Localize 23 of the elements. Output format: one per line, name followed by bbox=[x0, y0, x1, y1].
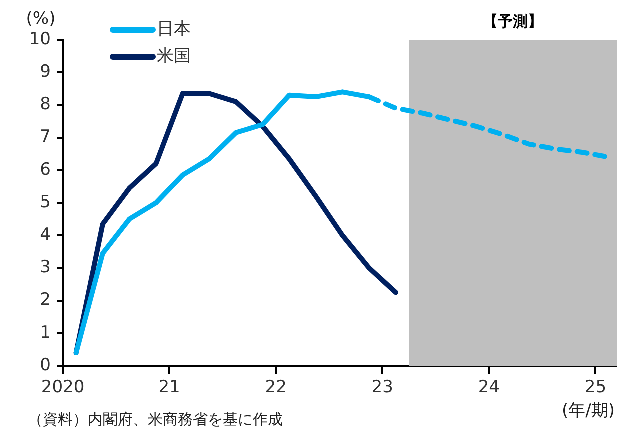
x-tick-label: 23 bbox=[372, 378, 394, 398]
legend-label: 米国 bbox=[157, 46, 191, 66]
y-tick-label: 10 bbox=[29, 29, 51, 50]
x-axis-title: (年/期) bbox=[562, 400, 615, 421]
y-tick-label: 1 bbox=[40, 322, 51, 343]
y-tick-label: 7 bbox=[40, 127, 51, 148]
text: （資料）内閣府、米商務省を基に作成 bbox=[28, 410, 283, 428]
x-tick-label: 2020 bbox=[41, 378, 85, 398]
y-tick-label: 4 bbox=[40, 225, 51, 246]
x-tick-label: 25 bbox=[584, 378, 607, 398]
legend-label: 日本 bbox=[157, 19, 191, 40]
y-tick-label: 0 bbox=[40, 355, 51, 376]
x-tick-label: 22 bbox=[265, 378, 287, 398]
y-tick-label: 6 bbox=[40, 160, 51, 180]
y-axis-title: (%) bbox=[26, 8, 56, 29]
x-tick-label: 24 bbox=[478, 378, 500, 398]
y-tick-label: 8 bbox=[40, 94, 51, 115]
y-tick-label: 9 bbox=[40, 62, 51, 82]
band-label: 【予測】 bbox=[483, 12, 544, 30]
y-tick-label: 2 bbox=[40, 290, 51, 310]
y-tick-label: 3 bbox=[40, 258, 51, 278]
y-tick-label: 5 bbox=[40, 192, 51, 212]
x-tick-label: 21 bbox=[158, 378, 180, 398]
